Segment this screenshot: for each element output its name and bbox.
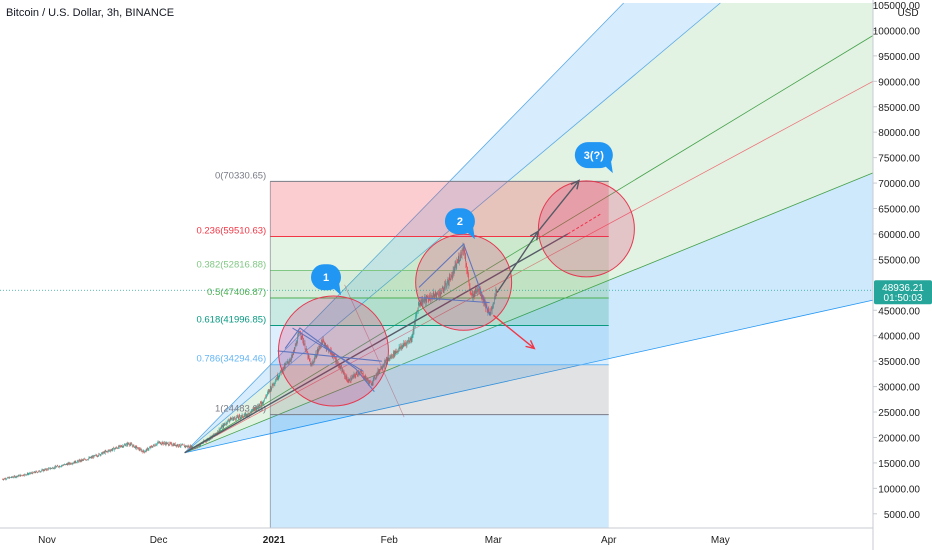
pattern-line <box>277 350 382 362</box>
candlesticks <box>2 242 498 481</box>
y-tick-label: 20000.00 <box>878 433 920 444</box>
bubble-label: 1 <box>323 272 329 284</box>
highlight-circle <box>537 180 635 278</box>
fan-line <box>184 299 874 454</box>
drawings: 1 2 3(?) <box>184 142 635 454</box>
y-tick-label: 105000.00 <box>873 1 921 12</box>
fib-band <box>270 364 609 415</box>
y-tick-label: 90000.00 <box>878 77 920 88</box>
x-tick-label: 2021 <box>263 535 286 546</box>
fib-level-label: 0.5(47406.87) <box>207 287 266 298</box>
fib-level-label: 0.236(59510.63) <box>196 225 266 236</box>
pattern-line <box>418 243 491 316</box>
y-tick-label: 95000.00 <box>878 52 920 63</box>
y-tick-label: 40000.00 <box>878 332 920 343</box>
fib-band <box>270 414 609 528</box>
bubble-pointer <box>331 282 341 296</box>
bubble-shape <box>574 142 613 169</box>
bubble-pointer <box>602 160 613 174</box>
last-price-value: 48936.21 <box>882 283 924 294</box>
last-price-tag <box>874 280 932 305</box>
up-arrow-head <box>570 179 580 190</box>
down-arrow-head <box>525 339 536 350</box>
up-arrow <box>537 180 580 232</box>
up-arrow <box>496 231 539 293</box>
bubble-label: 3(?) <box>584 150 605 162</box>
fan-line <box>184 172 874 454</box>
y-tick-label: 55000.00 <box>878 255 920 266</box>
highlight-circle <box>277 295 389 407</box>
pattern-line <box>418 296 490 304</box>
last-price-countdown: 01:50:03 <box>884 293 923 304</box>
trend-projection <box>567 213 602 235</box>
annotation-bubble: 2 <box>444 208 475 240</box>
bubble-shape <box>311 264 341 291</box>
x-tick-label: Feb <box>381 535 399 546</box>
annotation-bubble: 1 <box>311 264 341 296</box>
x-tick-label: Dec <box>150 535 168 546</box>
bubble-pointer <box>464 226 475 240</box>
x-tick-label: Nov <box>38 535 56 546</box>
y-tick-label: 75000.00 <box>878 154 920 165</box>
fan-line <box>184 81 874 454</box>
annotation-bubble: 3(?) <box>574 142 613 174</box>
bubble-label: 2 <box>457 216 463 228</box>
y-tick-label: 30000.00 <box>878 383 920 394</box>
trend-line <box>184 233 569 454</box>
y-tick-label: 100000.00 <box>873 26 921 37</box>
fib-level-label: 1(24483.08) <box>215 404 266 415</box>
y-tick-label: 35000.00 <box>878 357 920 368</box>
y-tick-label: 85000.00 <box>878 103 920 114</box>
y-tick-label: 70000.00 <box>878 179 920 190</box>
y-tick-label: 15000.00 <box>878 459 920 470</box>
fib-level-label: 0.382(52816.88) <box>196 259 266 270</box>
y-tick-label: 45000.00 <box>878 306 920 317</box>
chart-title: Bitcoin / U.S. Dollar, 3h, BINANCE <box>6 7 174 19</box>
x-tick-label: Mar <box>485 535 503 546</box>
fan-line <box>184 2 624 454</box>
vertical-divider <box>344 284 405 418</box>
y-tick-label: 65000.00 <box>878 205 920 216</box>
fib-level-label: 0.786(34294.46) <box>196 354 266 365</box>
fib-band <box>270 298 609 326</box>
y-tick-label: 10000.00 <box>878 484 920 495</box>
x-tick-label: May <box>711 535 730 546</box>
bubble-shape <box>444 208 475 235</box>
highlight-circle <box>415 233 513 331</box>
pattern-line <box>284 327 375 393</box>
y-tick-label: 60000.00 <box>878 230 920 241</box>
fib-level-label: 0(70330.65) <box>215 170 266 181</box>
fib-band <box>270 181 609 237</box>
y-tick-label: 5000.00 <box>884 510 921 521</box>
fan-zone <box>184 3 873 453</box>
y-axis-unit: USD <box>897 8 918 19</box>
down-arrow <box>492 314 535 349</box>
pattern-line <box>292 327 364 372</box>
y-tick-label: 80000.00 <box>878 128 920 139</box>
x-tick-label: Apr <box>601 535 617 546</box>
y-tick-label: 25000.00 <box>878 408 920 419</box>
fib-level-label: 0.618(41996.85) <box>196 315 266 326</box>
